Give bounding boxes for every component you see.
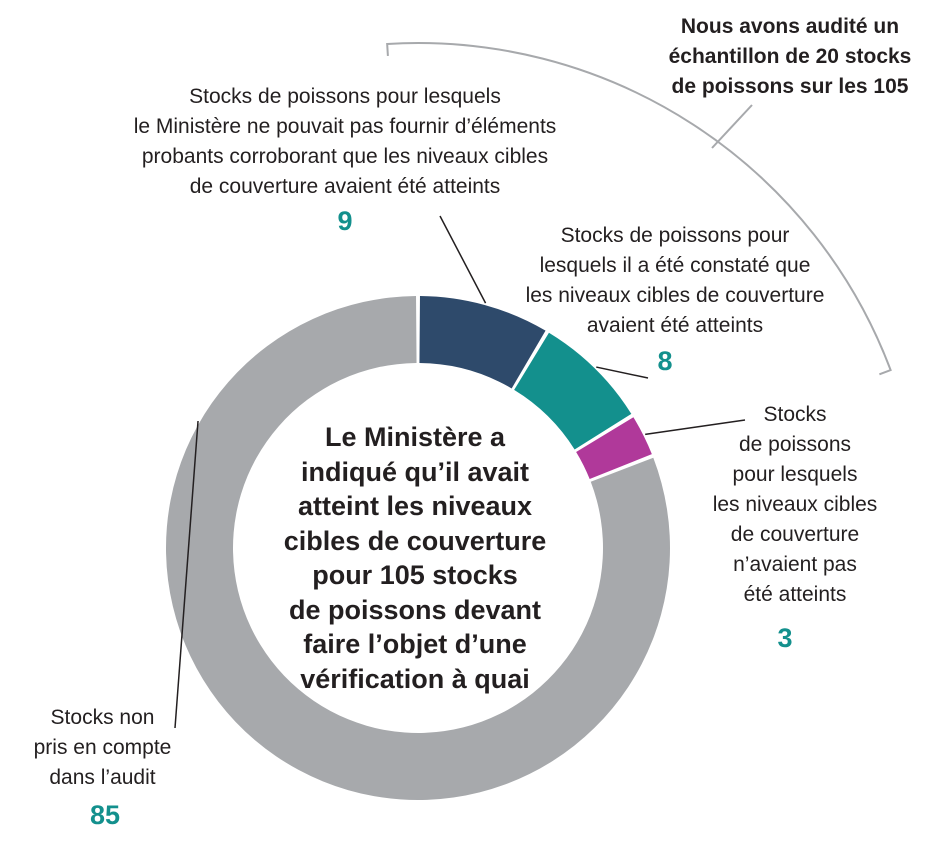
audit-bracket-leader — [711, 104, 753, 149]
leader-not-met — [645, 419, 746, 436]
slice-value-no-evidence: 9 — [337, 206, 353, 236]
audit-bracket — [386, 42, 892, 376]
leader-lines — [174, 215, 746, 729]
slice-label-no-evidence: Stocks de poissons pour lesquels le Mini… — [133, 85, 557, 198]
slice-label-met: Stocks de poissons pour lesquels il a ét… — [525, 224, 825, 337]
slice-met — [514, 332, 632, 450]
center-text: Le Ministère a indiqué qu’il avait attei… — [283, 422, 547, 694]
slice-not-met — [576, 417, 652, 480]
leader-excluded — [174, 420, 199, 729]
audit-sample-label: Nous avons audité un échantillon de 20 s… — [668, 15, 912, 98]
slice-value-excluded: 85 — [89, 800, 121, 830]
leader-met — [596, 366, 649, 379]
slice-value-met: 8 — [657, 346, 673, 376]
slice-no-evidence — [419, 296, 546, 389]
slice-label-not-met: Stocks de poissons pour lesquels les niv… — [712, 403, 878, 606]
leader-no-evidence — [439, 215, 487, 304]
slice-value-not-met: 3 — [777, 623, 793, 653]
donut-slices — [166, 296, 671, 800]
slice-label-excluded: Stocks non pris en compte dans l’audit — [33, 706, 172, 789]
